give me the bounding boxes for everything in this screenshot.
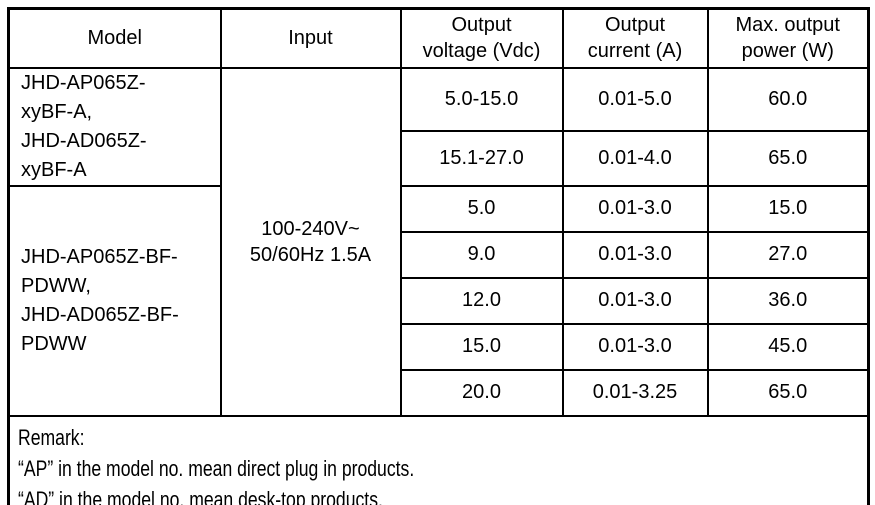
current-cell: 0.01-5.0 (561, 66, 709, 132)
table-header-row: Model Input Output voltage (Vdc) Output … (7, 7, 870, 69)
header-output-voltage: Output voltage (Vdc) (399, 7, 564, 69)
voltage-cell: 20.0 (399, 368, 564, 417)
voltage-cell: 15.0 (399, 322, 564, 371)
remark-title: Remark: (18, 424, 85, 450)
power-cell: 60.0 (706, 66, 870, 132)
power-cell: 45.0 (706, 322, 870, 371)
power-cell: 15.0 (706, 184, 870, 233)
remark-row: Remark: “AP” in the model no. mean direc… (7, 414, 870, 505)
remark-cell: Remark: “AP” in the model no. mean direc… (7, 414, 870, 505)
header-max-output-power: Max. output power (W) (706, 7, 870, 69)
current-cell: 0.01-3.0 (561, 230, 709, 279)
model-group-pdww-cell: JHD-AP065Z-BF- PDWW, JHD-AD065Z-BF- PDWW (7, 184, 222, 417)
current-cell: 0.01-3.25 (561, 368, 709, 417)
header-model: Model (7, 7, 222, 69)
table-row: JHD-AP065Z-BF- PDWW, JHD-AD065Z-BF- PDWW… (7, 184, 870, 417)
voltage-cell: 5.0 (399, 184, 564, 233)
voltage-cell: 5.0-15.0 (399, 66, 564, 132)
voltage-cell: 15.1-27.0 (399, 129, 564, 187)
current-cell: 0.01-4.0 (561, 129, 709, 187)
model-group-xybf-cell: JHD-AP065Z- xyBF-A, JHD-AD065Z- xyBF-A (7, 66, 222, 187)
table-row: 20.0 0.01-3.25 65.0 (9, 368, 870, 417)
voltage-cell: 9.0 (399, 230, 564, 279)
current-cell: 0.01-3.0 (561, 276, 709, 325)
power-cell: 36.0 (706, 276, 870, 325)
power-cell: 65.0 (706, 368, 870, 417)
remark-line-ad: “AD” in the model no. mean desk-top prod… (18, 486, 383, 505)
table-row: 12.0 0.01-3.0 36.0 (9, 276, 870, 325)
header-input: Input (219, 7, 402, 69)
header-output-current: Output current (A) (561, 7, 709, 69)
table-row: 9.0 0.01-3.0 27.0 (9, 230, 870, 279)
table-row: 15.0 0.01-3.0 45.0 (9, 322, 870, 371)
current-cell: 0.01-3.0 (561, 184, 709, 233)
input-cell: 100-240V~ 50/60Hz 1.5A (219, 66, 402, 417)
power-cell: 27.0 (706, 230, 870, 279)
power-cell: 65.0 (706, 129, 870, 187)
table-row: 15.1-27.0 0.01-4.0 65.0 (9, 129, 870, 187)
table-row: JHD-AP065Z- xyBF-A, JHD-AD065Z- xyBF-A 1… (7, 66, 870, 417)
power-spec-table: Model Input Output voltage (Vdc) Output … (7, 7, 870, 505)
remark-line-ap: “AP” in the model no. mean direct plug i… (18, 455, 415, 481)
voltage-cell: 12.0 (399, 276, 564, 325)
current-cell: 0.01-3.0 (561, 322, 709, 371)
